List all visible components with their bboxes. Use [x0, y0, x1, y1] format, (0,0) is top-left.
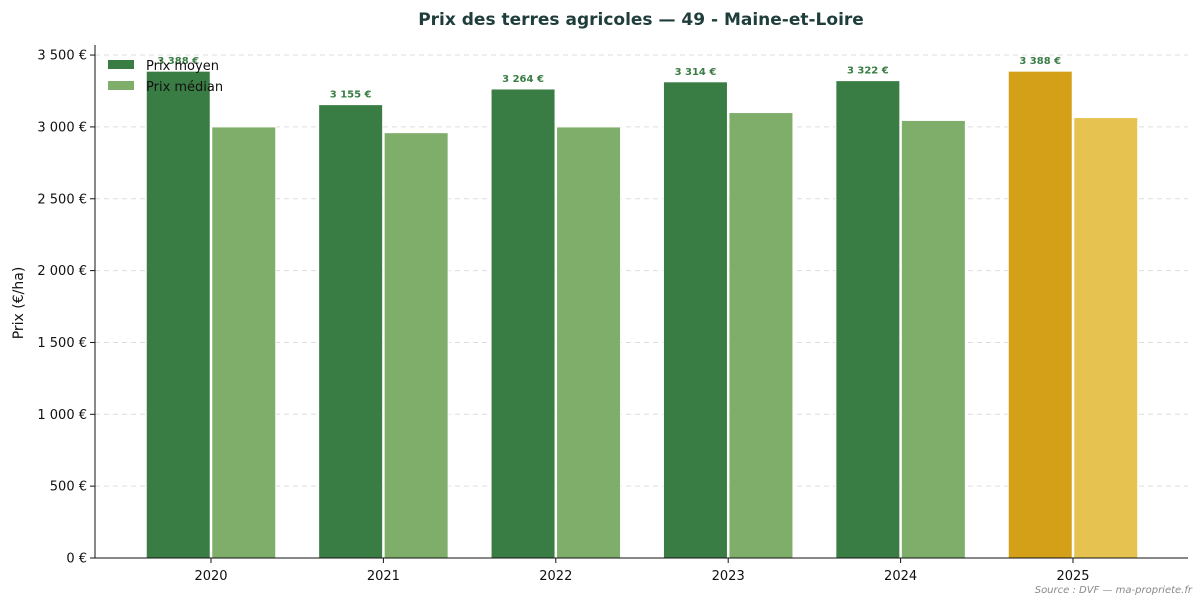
grid-lines — [95, 54, 1188, 487]
bar-prix-moyen-2020 — [145, 70, 211, 559]
bar-prix-moyen-2021 — [318, 104, 384, 559]
y-tick-label: 1 500 € — [37, 336, 87, 351]
axes-group: 0 € 500 € 1 000 € 1 500 € 2 000 € 2 500 € 3 00… — [37, 45, 1188, 584]
y-tick-label: 500 € — [50, 480, 87, 495]
data-label-2020: 3 388 € — [157, 56, 199, 67]
x-tick-label: 2020 — [194, 569, 227, 584]
data-label-2021: 3 155 € — [330, 90, 372, 101]
bar-prix-moyen-2023 — [662, 81, 728, 559]
data-label-2025: 3 388 € — [1019, 56, 1061, 67]
y-tick-label: 1 000 € — [37, 408, 87, 423]
bar-prix-median-2024 — [900, 119, 966, 559]
data-label-2024: 3 322 € — [847, 66, 889, 77]
y-tick-label: 2 000 € — [37, 264, 87, 279]
bar-prix-median-2022 — [556, 126, 622, 559]
legend-label: Prix moyen — [146, 59, 219, 74]
legend-swatch-prix-moyen — [108, 60, 134, 69]
bar-prix-moyen-2024 — [835, 80, 901, 559]
bar-prix-moyen-2025 — [1007, 70, 1073, 559]
bar-prix-median-2020 — [211, 126, 277, 559]
data-labels-group: 3 388 € 3 155 € 3 264 € 3 314 € 3 322 € 3 388… — [157, 56, 1061, 100]
y-tick-label: 2 500 € — [37, 192, 87, 207]
x-tick-label: 2025 — [1056, 569, 1089, 584]
x-tick-label: 2022 — [539, 569, 572, 584]
y-tick-label: 0 € — [66, 552, 87, 567]
legend: Prix moyen Prix médian — [108, 59, 223, 95]
y-axis-label: Prix (€/ha) — [11, 267, 27, 340]
bar-prix-moyen-2022 — [490, 88, 556, 559]
x-tick-label: 2023 — [712, 569, 745, 584]
source-note: Source : DVF — ma-propriete.fr — [1035, 585, 1193, 596]
x-tick-label: 2021 — [367, 569, 400, 584]
x-tick-label: 2024 — [884, 569, 917, 584]
bar-prix-median-2025 — [1073, 117, 1139, 559]
data-label-2022: 3 264 € — [502, 74, 544, 85]
bars-group — [145, 70, 1139, 559]
y-tick-label: 3 000 € — [37, 120, 87, 135]
legend-label: Prix médian — [146, 80, 223, 95]
bar-prix-median-2023 — [728, 112, 794, 559]
chart-title: Prix des terres agricoles — 49 - Maine-e… — [418, 10, 864, 30]
bar-prix-median-2021 — [383, 132, 449, 559]
data-label-2023: 3 314 € — [675, 67, 717, 78]
legend-swatch-prix-median — [108, 81, 134, 90]
y-tick-label: 3 500 € — [37, 49, 87, 64]
